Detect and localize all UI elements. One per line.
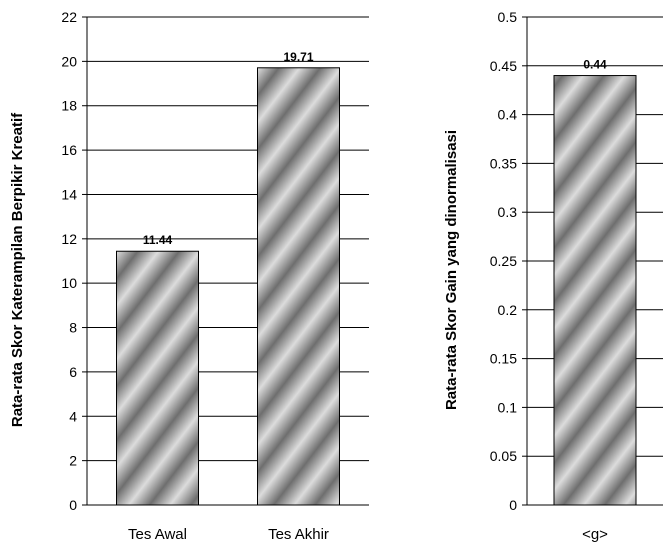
y-tick-label: 16 — [61, 142, 77, 158]
left-bar-chart: 0 2 4 6 8 10 12 14 16 18 20 22 Tes Awal Tes Akhir 11… — [9, 9, 369, 543]
left-bars — [116, 67, 340, 506]
y-tick-label: 0.1 — [498, 399, 518, 415]
y-tick-label: 0 — [69, 497, 77, 513]
y-tick-label: 12 — [61, 231, 77, 247]
y-tick-label: 10 — [61, 275, 77, 291]
left-y-axis-label: Rata-rata Skor Katerampilan Berpikir Kre… — [9, 112, 26, 427]
y-tick-label: 0.5 — [498, 9, 518, 25]
left-y-tick-labels: 0 2 4 6 8 10 12 14 16 18 20 22 — [61, 9, 87, 513]
y-tick-label: 6 — [69, 364, 77, 380]
y-tick-label: 22 — [61, 9, 77, 25]
y-tick-label: 0.45 — [490, 58, 517, 74]
right-y-axis-label: Rata-rata Skor Gain yang dinormalisasi — [443, 130, 460, 410]
right-y-tick-labels: 0 0.05 0.1 0.15 0.2 0.25 0.3 0.35 0.4 0.45 0.5 — [490, 9, 527, 513]
y-tick-label: 20 — [61, 53, 77, 69]
right-bar-chart: 0 0.05 0.1 0.15 0.2 0.25 0.3 0.35 0.4 0.45 0.5 <g>… — [443, 9, 663, 543]
right-category-labels: <g> — [582, 526, 608, 543]
y-tick-label: 0 — [509, 497, 517, 513]
bar — [257, 67, 340, 506]
y-tick-label: 0.35 — [490, 155, 517, 171]
y-tick-label: 14 — [61, 186, 77, 202]
y-tick-label: 8 — [69, 320, 77, 336]
left-data-labels: 11.44 19.71 — [143, 50, 314, 247]
bar — [553, 75, 637, 506]
y-tick-label: 0.25 — [490, 253, 517, 269]
y-tick-label: 18 — [61, 98, 77, 114]
category-label: Tes Awal — [128, 526, 187, 543]
category-label: <g> — [582, 526, 608, 543]
right-bars — [553, 75, 637, 506]
category-label: Tes Akhir — [268, 526, 329, 543]
y-tick-label: 0.4 — [498, 107, 518, 123]
bar — [116, 250, 199, 506]
right-data-labels: 0.44 — [583, 58, 607, 72]
left-category-labels: Tes Awal Tes Akhir — [128, 526, 329, 543]
y-tick-label: 0.05 — [490, 448, 517, 464]
y-tick-label: 0.3 — [498, 204, 518, 220]
data-label: 11.44 — [143, 233, 173, 247]
data-label: 19.71 — [283, 50, 313, 64]
y-tick-label: 4 — [69, 408, 77, 424]
y-tick-label: 0.2 — [498, 302, 518, 318]
y-tick-label: 0.15 — [490, 351, 517, 367]
y-tick-label: 2 — [69, 453, 77, 469]
data-label: 0.44 — [583, 58, 607, 72]
